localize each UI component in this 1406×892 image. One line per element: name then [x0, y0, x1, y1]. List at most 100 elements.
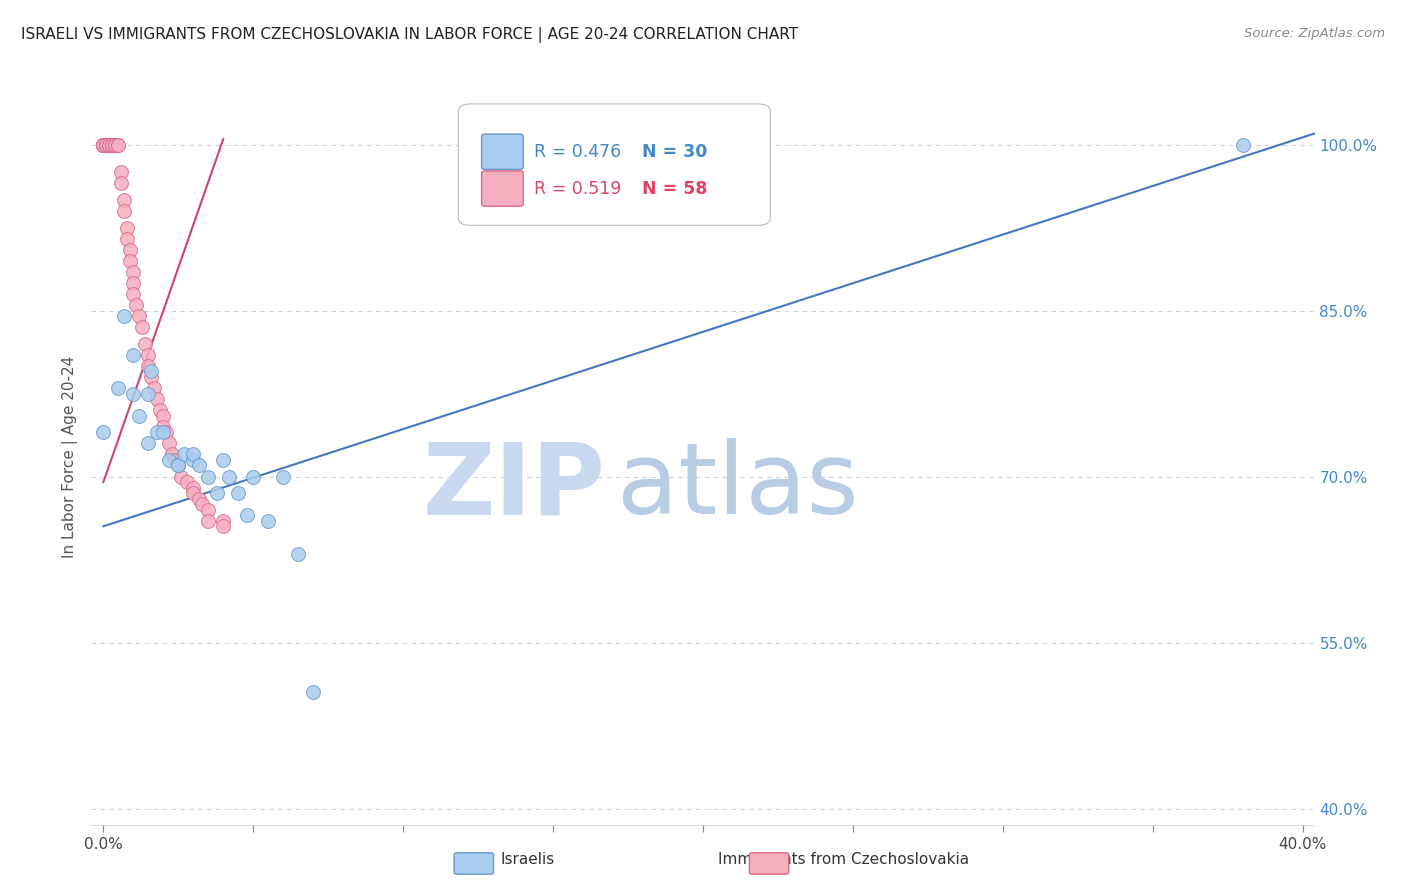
Point — [152, 419, 174, 434]
Text: N = 58: N = 58 — [643, 179, 707, 197]
Point — [93, 137, 115, 152]
Point — [302, 685, 325, 699]
Point — [162, 447, 184, 461]
Point — [93, 137, 115, 152]
Point — [112, 203, 135, 218]
Point — [287, 547, 309, 561]
Point — [141, 364, 163, 378]
Point — [167, 458, 190, 473]
Point — [122, 348, 145, 362]
Point — [183, 447, 205, 461]
Point — [183, 453, 205, 467]
Point — [120, 243, 142, 257]
Point — [176, 475, 198, 489]
Point — [141, 370, 163, 384]
Point — [96, 137, 118, 152]
Point — [197, 502, 219, 516]
Point — [112, 193, 135, 207]
Point — [207, 486, 229, 500]
Point — [93, 137, 115, 152]
Text: Israelis: Israelis — [501, 853, 554, 867]
Point — [138, 348, 160, 362]
Point — [236, 508, 259, 523]
Point — [107, 137, 129, 152]
Point — [117, 231, 139, 245]
Point — [146, 425, 169, 440]
Point — [128, 309, 150, 323]
Point — [138, 386, 160, 401]
Text: N = 30: N = 30 — [643, 143, 707, 161]
Point — [197, 514, 219, 528]
Point — [122, 265, 145, 279]
FancyBboxPatch shape — [482, 134, 523, 169]
Text: ISRAELI VS IMMIGRANTS FROM CZECHOSLOVAKIA IN LABOR FORCE | AGE 20-24 CORRELATION: ISRAELI VS IMMIGRANTS FROM CZECHOSLOVAKI… — [21, 27, 799, 43]
FancyBboxPatch shape — [458, 103, 770, 226]
Point — [191, 497, 214, 511]
Point — [104, 137, 127, 152]
Point — [662, 137, 685, 152]
Point — [93, 137, 115, 152]
Point — [218, 469, 240, 483]
Point — [104, 137, 127, 152]
Y-axis label: In Labor Force | Age 20-24: In Labor Force | Age 20-24 — [62, 356, 77, 558]
Point — [197, 469, 219, 483]
Point — [183, 481, 205, 495]
Text: ZIP: ZIP — [422, 438, 605, 535]
Point — [157, 436, 180, 450]
Point — [226, 486, 249, 500]
Point — [167, 458, 190, 473]
Point — [152, 409, 174, 423]
Point — [117, 220, 139, 235]
Point — [96, 137, 118, 152]
Point — [146, 392, 169, 406]
Point — [167, 458, 190, 473]
Point — [93, 137, 115, 152]
Point — [110, 176, 132, 190]
Point — [125, 298, 148, 312]
Point — [122, 287, 145, 301]
Point — [96, 137, 118, 152]
Point — [134, 336, 156, 351]
Point — [173, 447, 195, 461]
Point — [157, 453, 180, 467]
Point — [188, 458, 211, 473]
Point — [112, 309, 135, 323]
Point — [155, 425, 177, 440]
Point — [212, 514, 235, 528]
Point — [122, 386, 145, 401]
Point — [212, 519, 235, 533]
Point — [271, 469, 294, 483]
Text: Source: ZipAtlas.com: Source: ZipAtlas.com — [1244, 27, 1385, 40]
Point — [143, 381, 166, 395]
Point — [212, 453, 235, 467]
Point — [93, 137, 115, 152]
Point — [131, 320, 153, 334]
Point — [101, 137, 124, 152]
Point — [1232, 137, 1254, 152]
Point — [152, 425, 174, 440]
Text: R = 0.476: R = 0.476 — [534, 143, 621, 161]
Point — [107, 381, 129, 395]
Point — [120, 253, 142, 268]
Point — [101, 137, 124, 152]
Point — [138, 359, 160, 373]
Point — [128, 409, 150, 423]
Point — [138, 436, 160, 450]
Point — [122, 276, 145, 290]
Point — [183, 486, 205, 500]
Point — [170, 469, 193, 483]
Text: R = 0.519: R = 0.519 — [534, 179, 621, 197]
Point — [257, 514, 280, 528]
Point — [188, 491, 211, 506]
Point — [110, 165, 132, 179]
Point — [107, 137, 129, 152]
Text: Immigrants from Czechoslovakia: Immigrants from Czechoslovakia — [718, 853, 969, 867]
Point — [93, 137, 115, 152]
Point — [98, 137, 121, 152]
Point — [165, 453, 187, 467]
Point — [98, 137, 121, 152]
Point — [104, 137, 127, 152]
FancyBboxPatch shape — [482, 171, 523, 206]
Text: atlas: atlas — [617, 438, 859, 535]
Point — [149, 403, 172, 417]
